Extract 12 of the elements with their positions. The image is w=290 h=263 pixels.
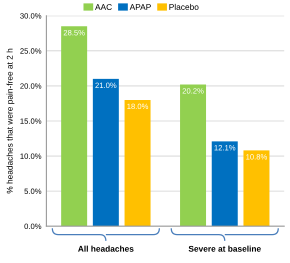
legend-label: APAP (130, 4, 151, 10)
legend-label: Placebo (169, 4, 199, 10)
bar (124, 100, 151, 226)
legend-label: AAC (95, 4, 112, 10)
bar (212, 141, 238, 226)
x-tick-label: Severe at baseline (188, 246, 261, 252)
bar (180, 84, 206, 226)
y-axis-title: % headaches that were pain-free at 2 h (6, 48, 14, 194)
bar (243, 150, 270, 226)
bar (61, 26, 88, 226)
x-tick-label: All headaches (78, 246, 134, 252)
bar (92, 78, 119, 226)
